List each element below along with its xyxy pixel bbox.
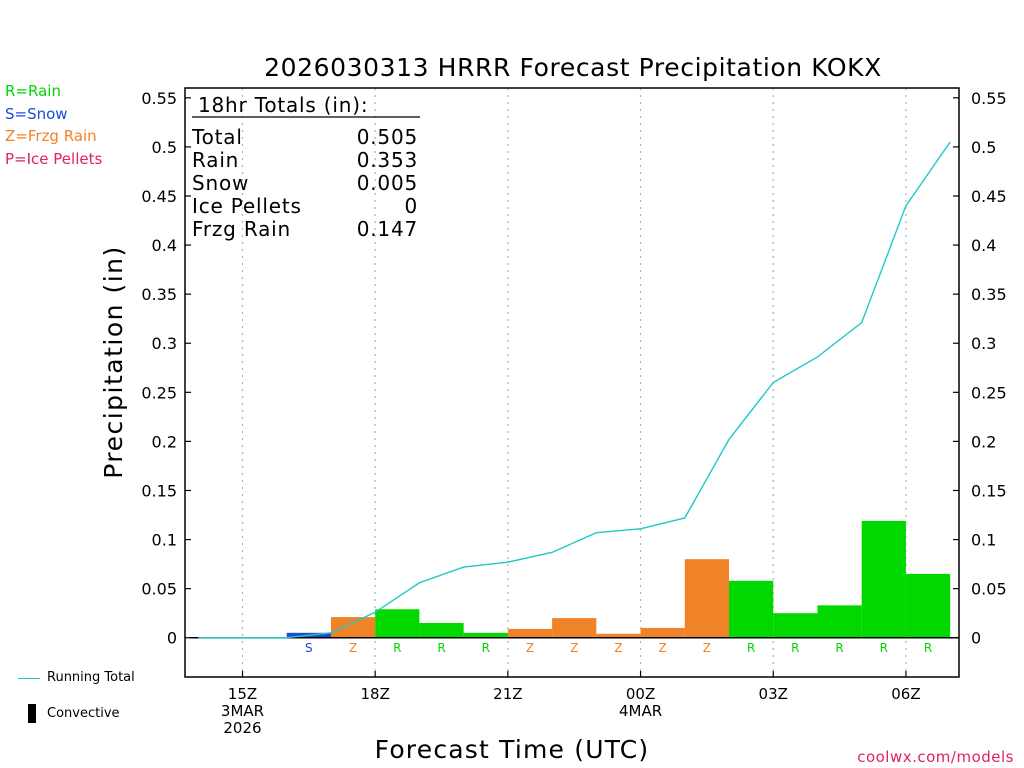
y-tick-label-right: 0.4 [971, 236, 996, 255]
bar-type-label: R [791, 641, 799, 655]
bar-type-label: Z [614, 641, 622, 655]
precip-bar [596, 633, 641, 638]
y-tick-label-left: 0 [167, 629, 177, 648]
totals-row-label: Frzg Rain [192, 217, 291, 241]
bar-type-label: R [924, 641, 932, 655]
y-tick-label-left: 0.5 [152, 138, 177, 157]
running-total-line [198, 141, 951, 639]
bar-type-label: R [393, 641, 401, 655]
plot-frame [184, 87, 960, 678]
bar-type-label: Z [659, 641, 667, 655]
chart-title: 2026030313 HRRR Forecast Precipitation K… [264, 53, 882, 82]
x-tick-label: 18Z [360, 685, 389, 703]
y-tick-label-right: 0.15 [971, 481, 1007, 500]
y-tick-label-left: 0.35 [141, 285, 177, 304]
precip-bar [729, 580, 774, 638]
totals-row-value: 0.147 [357, 217, 418, 241]
y-tick-label-right: 0.05 [971, 580, 1007, 599]
x-tick-label: 15Z [228, 685, 257, 703]
y-tick-label-left: 0.1 [152, 531, 177, 550]
y-tick-label-right: 0.2 [971, 432, 996, 451]
x-axis-label: Forecast Time (UTC) [375, 735, 650, 764]
precip-bar [375, 609, 420, 638]
y-tick-label-right: 0.55 [971, 89, 1007, 108]
bar-type-label: S [305, 641, 313, 655]
y-tick-label-right: 0.3 [971, 334, 996, 353]
convective-label: Convective [47, 706, 120, 721]
totals-row-label: Snow [192, 171, 249, 195]
y-tick-label-left: 0.45 [141, 187, 177, 206]
x-tick-label: 2026 [223, 719, 261, 737]
x-tick-label: 21Z [493, 685, 522, 703]
x-tick-label: 06Z [891, 685, 920, 703]
totals-header: 18hr Totals (in): [198, 93, 368, 117]
x-tick-label: 3MAR [221, 702, 264, 720]
totals-row-value: 0.505 [357, 125, 418, 149]
totals-row-value: 0.005 [357, 171, 418, 195]
legend-ice-pellets: P=Ice Pellets [5, 150, 103, 168]
precip-bar [684, 559, 730, 638]
legend-snow: S=Snow [5, 105, 68, 123]
y-tick-label-left: 0.15 [141, 481, 177, 500]
y-tick-label-left: 0.3 [152, 334, 177, 353]
legend-frzg-rain: Z=Frzg Rain [5, 127, 97, 145]
y-axis-label: Precipitation (in) [99, 245, 128, 479]
precip-bar [552, 618, 597, 638]
y-tick-label-left: 0.55 [141, 89, 177, 108]
precip-bar [905, 573, 951, 638]
precip-bar [817, 605, 862, 638]
legend-rain: R=Rain [5, 82, 61, 100]
y-tick-label-left: 0.2 [152, 432, 177, 451]
y-tick-label-left: 0.25 [141, 383, 177, 402]
totals-row-value: 0.353 [357, 148, 418, 172]
convective-swatch [28, 704, 36, 723]
bar-type-label: Z [703, 641, 711, 655]
bar-type-label: R [835, 641, 843, 655]
bar-type-label: R [482, 641, 490, 655]
y-tick-label-right: 0.45 [971, 187, 1007, 206]
bar-type-label: Z [526, 641, 534, 655]
y-tick-label-right: 0.5 [971, 138, 996, 157]
precip-bar [507, 628, 553, 638]
y-tick-label-right: 0.1 [971, 531, 996, 550]
totals-row-label: Total [191, 125, 243, 149]
running-total-swatch [18, 678, 40, 679]
precip-bar [773, 613, 818, 638]
precip-bar [330, 617, 376, 638]
totals-row-label: Ice Pellets [192, 194, 302, 218]
y-tick-label-right: 0.35 [971, 285, 1007, 304]
precip-bar [640, 627, 685, 638]
x-tick-label: 03Z [759, 685, 788, 703]
precip-bar [419, 623, 464, 638]
site-credit: coolwx.com/models [857, 748, 1014, 766]
y-tick-label-right: 0 [971, 629, 981, 648]
x-tick-label: 00Z [626, 685, 655, 703]
totals-row-value: 0 [404, 194, 418, 218]
running-total-label: Running Total [47, 670, 135, 685]
precip-bar [463, 632, 508, 638]
totals-row-label: Rain [192, 148, 239, 172]
bar-type-label: Z [349, 641, 357, 655]
x-tick-label: 4MAR [619, 702, 662, 720]
y-tick-label-right: 0.25 [971, 383, 1007, 402]
y-tick-label-left: 0.4 [152, 236, 177, 255]
bar-type-label: R [437, 641, 445, 655]
bar-type-label: R [880, 641, 888, 655]
bar-type-label: R [747, 641, 755, 655]
bar-type-label: Z [570, 641, 578, 655]
y-tick-label-left: 0.05 [141, 580, 177, 599]
precip-bar [861, 520, 906, 638]
